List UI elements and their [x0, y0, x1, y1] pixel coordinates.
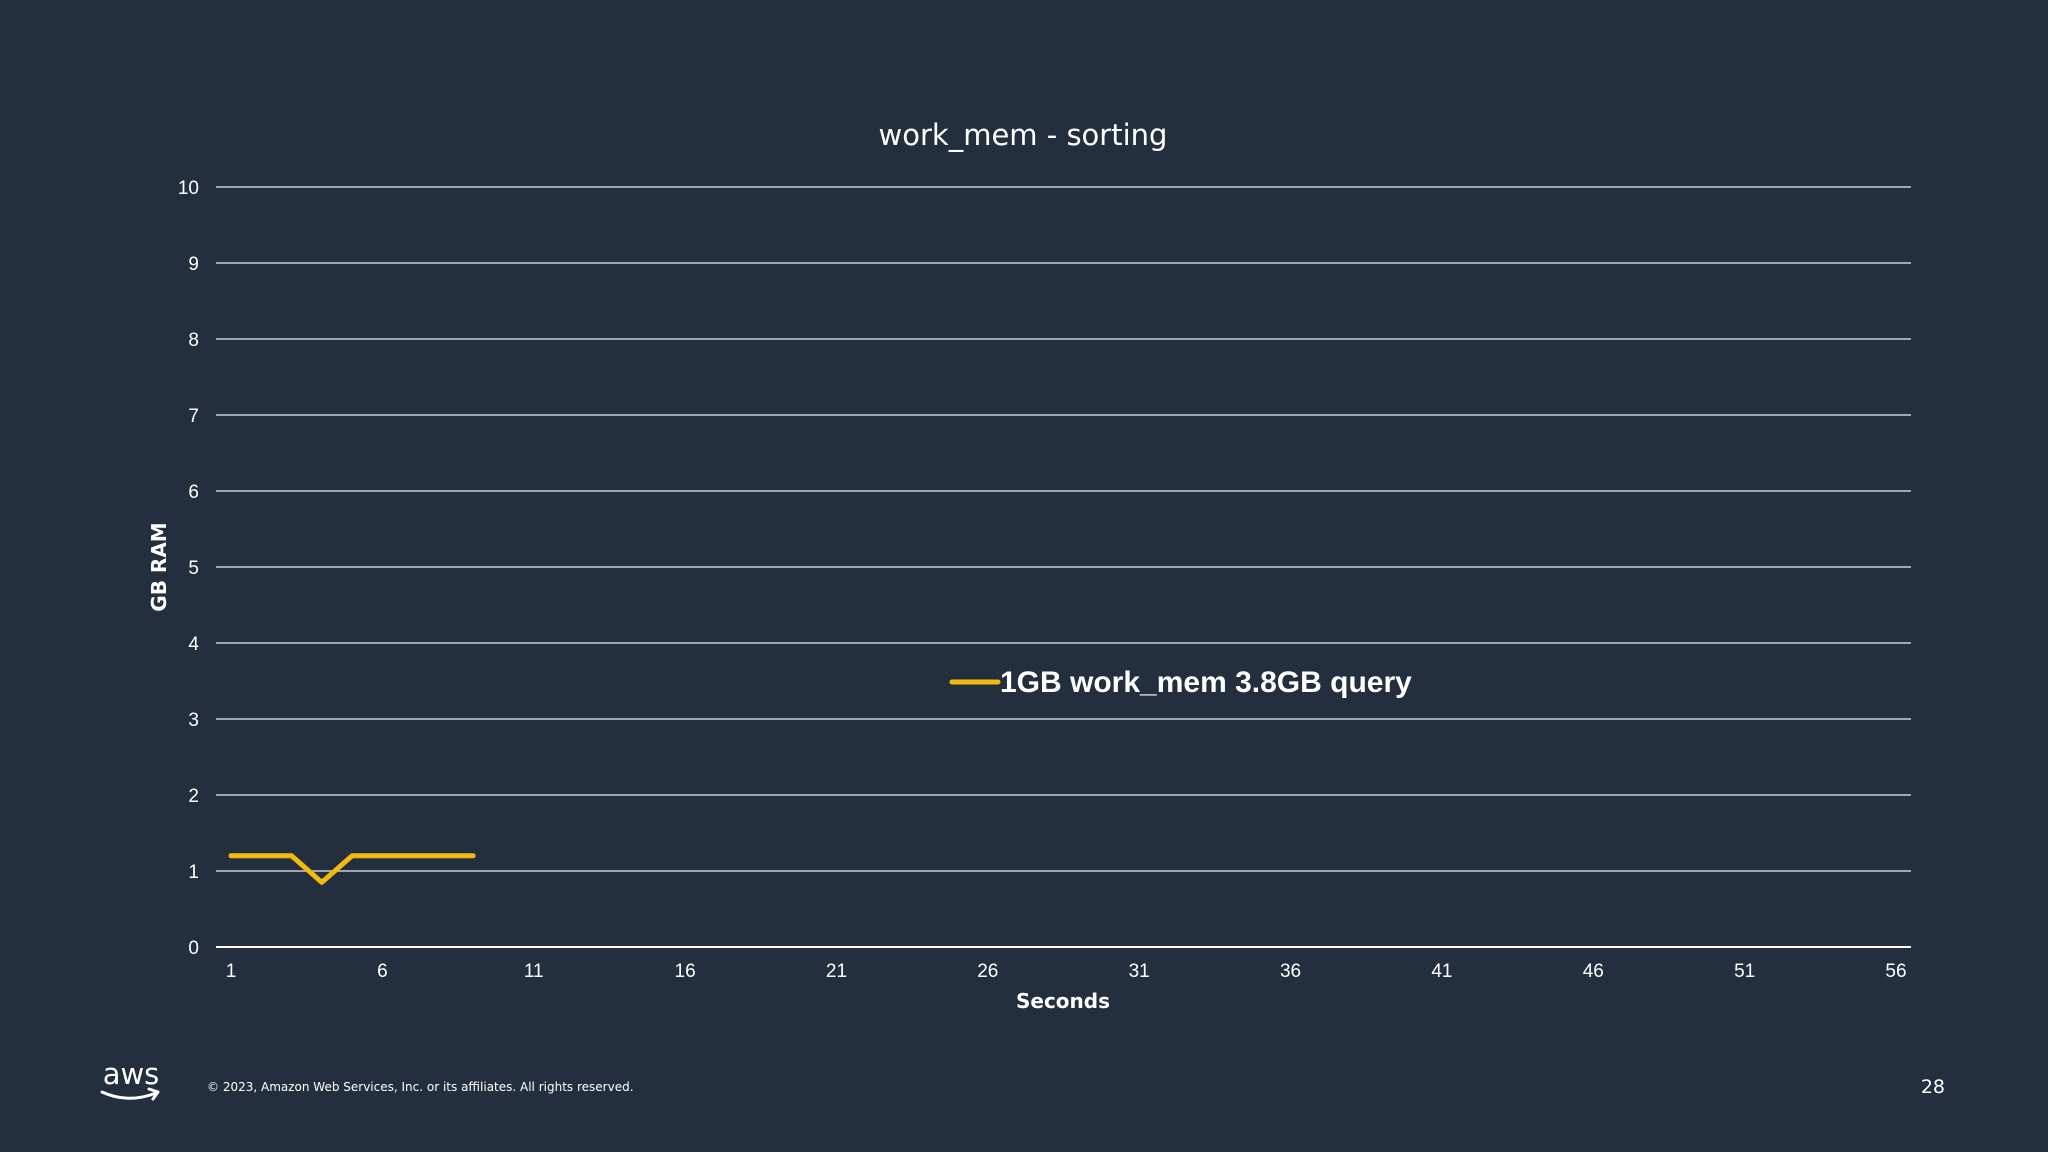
- x-tick-label: 26: [977, 961, 998, 982]
- y-tick-label: 8: [188, 330, 199, 351]
- x-tick-label: 6: [377, 961, 388, 982]
- y-tick-label: 5: [188, 558, 199, 579]
- y-axis-title: GB RAM: [147, 522, 171, 611]
- x-tick-label: 11: [524, 961, 544, 982]
- x-tick-label: 36: [1280, 961, 1301, 982]
- x-axis-ticks: 1 6 11 16 21 26 31 36 41 46 51 56: [226, 961, 1907, 982]
- x-tick-label: 51: [1734, 961, 1755, 982]
- aws-logo-text: aws: [103, 1058, 160, 1091]
- y-axis-ticks: 0 1 2 3 4 5 6 7 8 9 10: [178, 178, 200, 959]
- legend: 1GB work_mem 3.8GB query: [949, 666, 1412, 699]
- aws-logo: aws: [98, 1057, 164, 1106]
- x-tick-label: 31: [1129, 961, 1150, 982]
- y-tick-label: 0: [188, 938, 199, 959]
- chart-title: work_mem - sorting: [879, 118, 1168, 152]
- x-tick-label: 56: [1885, 961, 1906, 982]
- y-tick-label: 4: [188, 634, 199, 655]
- y-tick-label: 6: [188, 482, 199, 503]
- x-tick-label: 1: [226, 961, 237, 982]
- x-axis-title: Seconds: [1016, 989, 1110, 1013]
- x-tick-label: 41: [1431, 961, 1452, 982]
- x-tick-label: 16: [675, 961, 696, 982]
- series-group: [228, 853, 476, 885]
- series-line: [228, 853, 476, 885]
- y-tick-label: 3: [188, 710, 199, 731]
- y-tick-label: 1: [188, 862, 199, 883]
- x-tick-label: 21: [826, 961, 847, 982]
- gridlines: [216, 186, 1911, 948]
- y-tick-label: 9: [188, 254, 199, 275]
- y-tick-label: 2: [188, 786, 199, 807]
- y-tick-label: 10: [178, 178, 199, 199]
- page-number: 28: [1920, 1076, 1945, 1098]
- x-tick-label: 46: [1583, 961, 1604, 982]
- footer-copyright: © 2023, Amazon Web Services, Inc. or its…: [207, 1080, 634, 1094]
- legend-label: 1GB work_mem 3.8GB query: [1000, 666, 1412, 699]
- aws-smile-icon: [100, 1090, 158, 1100]
- y-tick-label: 7: [188, 406, 199, 427]
